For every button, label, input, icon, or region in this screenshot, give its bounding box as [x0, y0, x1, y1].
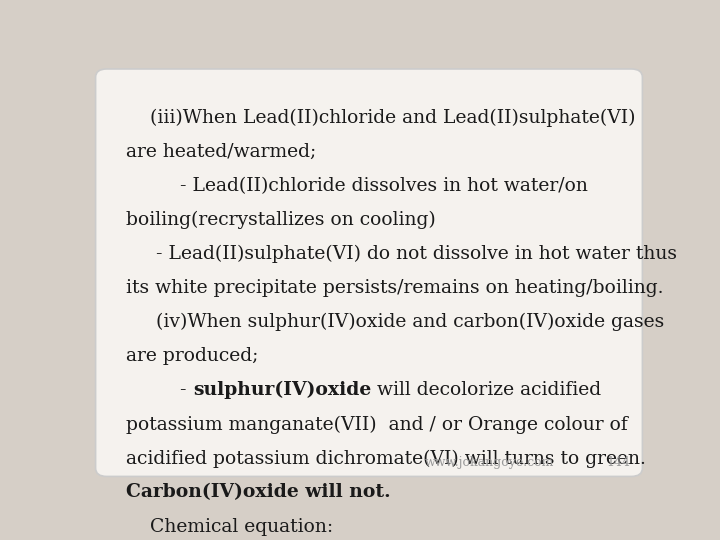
Text: sulphur(IV)oxide: sulphur(IV)oxide	[193, 381, 371, 400]
Text: boiling(recrystallizes on cooling): boiling(recrystallizes on cooling)	[126, 211, 436, 229]
Text: - Lead(II)sulphate(VI) do not dissolve in hot water thus: - Lead(II)sulphate(VI) do not dissolve i…	[126, 245, 683, 263]
Text: are produced;: are produced;	[126, 347, 258, 365]
Text: - Lead(II)chloride dissolves in hot water/on: - Lead(II)chloride dissolves in hot wate…	[126, 177, 594, 194]
Text: its white precipitate persists/remains on heating/boiling.: its white precipitate persists/remains o…	[126, 279, 664, 297]
Text: potassium manganate(VII)  and / or Orange colour of: potassium manganate(VII) and / or Orange…	[126, 415, 634, 434]
Text: -: -	[126, 381, 193, 399]
Text: 144: 144	[606, 456, 630, 469]
Text: acidified potassium dichromate(VI) will turns to green.: acidified potassium dichromate(VI) will …	[126, 449, 646, 468]
Text: are heated/warmed;: are heated/warmed;	[126, 143, 317, 160]
Text: (iv)When sulphur(IV)oxide and carbon(IV)oxide gases: (iv)When sulphur(IV)oxide and carbon(IV)…	[126, 313, 670, 331]
Text: will decolorize acidified: will decolorize acidified	[371, 381, 607, 399]
FancyBboxPatch shape	[96, 69, 642, 476]
Text: Carbon(IV)oxide will not.: Carbon(IV)oxide will not.	[126, 483, 391, 502]
Text: www.jokangoye.com: www.jokangoye.com	[425, 456, 554, 469]
Text: Chemical equation:: Chemical equation:	[126, 518, 333, 536]
Text: (iii)When Lead(II)chloride and Lead(II)sulphate(VI): (iii)When Lead(II)chloride and Lead(II)s…	[126, 109, 642, 127]
